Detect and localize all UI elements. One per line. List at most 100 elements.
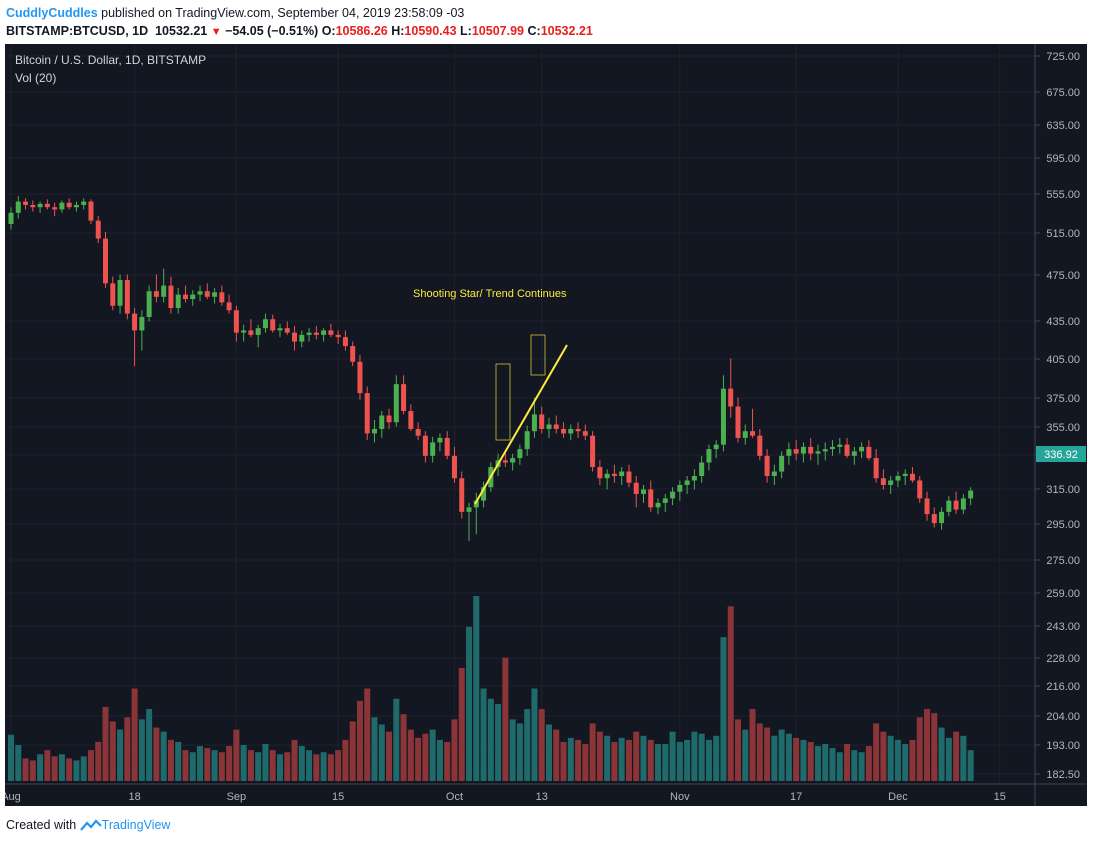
candle-series [8,196,974,541]
candle-body [226,302,232,311]
volume-bar [138,719,145,781]
volume-bar [633,731,640,781]
drawing-overlays [474,334,568,505]
volume-bar [378,724,385,781]
candle-body [699,462,705,476]
volume-bar [240,745,247,781]
candle-body [364,393,370,434]
volume-bar [66,758,73,781]
volume-bar [778,729,785,781]
candle-body [793,449,799,454]
candle-body [473,500,479,508]
volume-bar [596,731,603,781]
candle-body [422,435,428,456]
candle-body [626,471,632,483]
volume-bar [873,723,880,781]
symbol-label: BITSTAMP:BTCUSD, 1D [6,24,149,38]
candle-body [728,388,734,407]
time-axis[interactable]: Aug 18 Sep 15 Oct 13 Nov 17 Dec 15 [1,791,1006,803]
volume-bar [785,733,792,781]
candle-body [844,444,850,456]
volume-bar [945,737,952,781]
candle-body [830,446,836,450]
candle-body [262,319,268,329]
price-tick-label: 243.00 [1046,621,1080,633]
close-value: 10532.21 [540,24,593,38]
chart-frame[interactable]: 725.00 675.00 635.00 595.00 555.00 515.00 475.… [1,44,1087,811]
price-chart[interactable]: 725.00 675.00 635.00 595.00 555.00 515.00 475.… [1,44,1087,806]
volume-bar [364,688,371,781]
volume-bar [851,750,858,781]
candle-body [110,283,116,306]
volume-bar [22,758,29,781]
volume-bar [102,707,109,781]
candle-body [182,294,188,300]
price-tick-label: 555.00 [1046,189,1080,201]
volume-bar [938,727,945,781]
volume-bar [247,750,254,781]
candle-body [284,328,290,333]
price-tick-label: 204.00 [1046,711,1080,723]
candle-body [342,337,348,347]
volume-bar [720,637,727,781]
candle-body [313,332,319,335]
candle-body [88,201,94,221]
volume-bar [204,748,211,781]
candle-body [270,319,276,331]
volume-bar [182,750,189,781]
candle-body [691,476,697,481]
volume-bar [29,760,36,781]
candle-body [357,361,363,394]
candle-body [808,446,814,454]
tradingview-logo-icon[interactable] [79,819,102,833]
created-with-text: Created with [6,818,77,832]
chart-background [5,44,1087,806]
candle-body [212,292,218,297]
candle-body [590,435,596,468]
volume-bar [669,731,676,781]
candle-body [735,406,741,438]
candle-body [393,384,399,423]
volume-bar [429,729,436,781]
candle-body [837,444,843,447]
candle-body [44,203,50,208]
price-tick-label: 355.00 [1046,422,1080,434]
volume-bar [793,737,800,781]
price-tick-label: 635.00 [1046,120,1080,132]
volume-bar [800,739,807,781]
volume-bar [735,719,741,781]
candle-body [153,291,159,297]
candle-body [132,313,138,331]
candle-body [800,446,806,454]
volume-bar [858,752,865,781]
candle-body [117,280,123,306]
price-tick-label: 315.00 [1046,484,1080,496]
candle-body [909,473,915,481]
volume-bar [407,729,414,781]
candle-body [968,490,974,499]
last-price-badge [1036,446,1086,462]
candle-body [168,285,174,308]
volume-bar [458,667,465,781]
volume-bar [924,709,931,781]
author-link[interactable]: CuddlyCuddles [6,6,98,20]
price-tick-label: 259.00 [1046,588,1080,600]
candle-body [895,476,901,481]
candle-body [531,414,537,432]
open-label: O: [321,24,336,38]
volume-bar [807,741,814,781]
tradingview-link[interactable]: TradingView [101,818,171,832]
candle-body [633,482,639,494]
candle-body [37,203,43,208]
volume-bar [349,721,356,781]
high-label: H: [391,24,405,38]
volume-bar [531,688,538,781]
volume-bar [233,729,240,781]
price-axis[interactable]: 725.00 675.00 635.00 595.00 555.00 515.00 475.… [1035,51,1080,781]
volume-bar [727,606,734,781]
volume-bar [400,714,407,781]
candle-body [917,480,923,499]
volume-bar [567,737,574,781]
highlight-box [495,363,511,441]
time-tick-label: Aug [5,791,21,803]
